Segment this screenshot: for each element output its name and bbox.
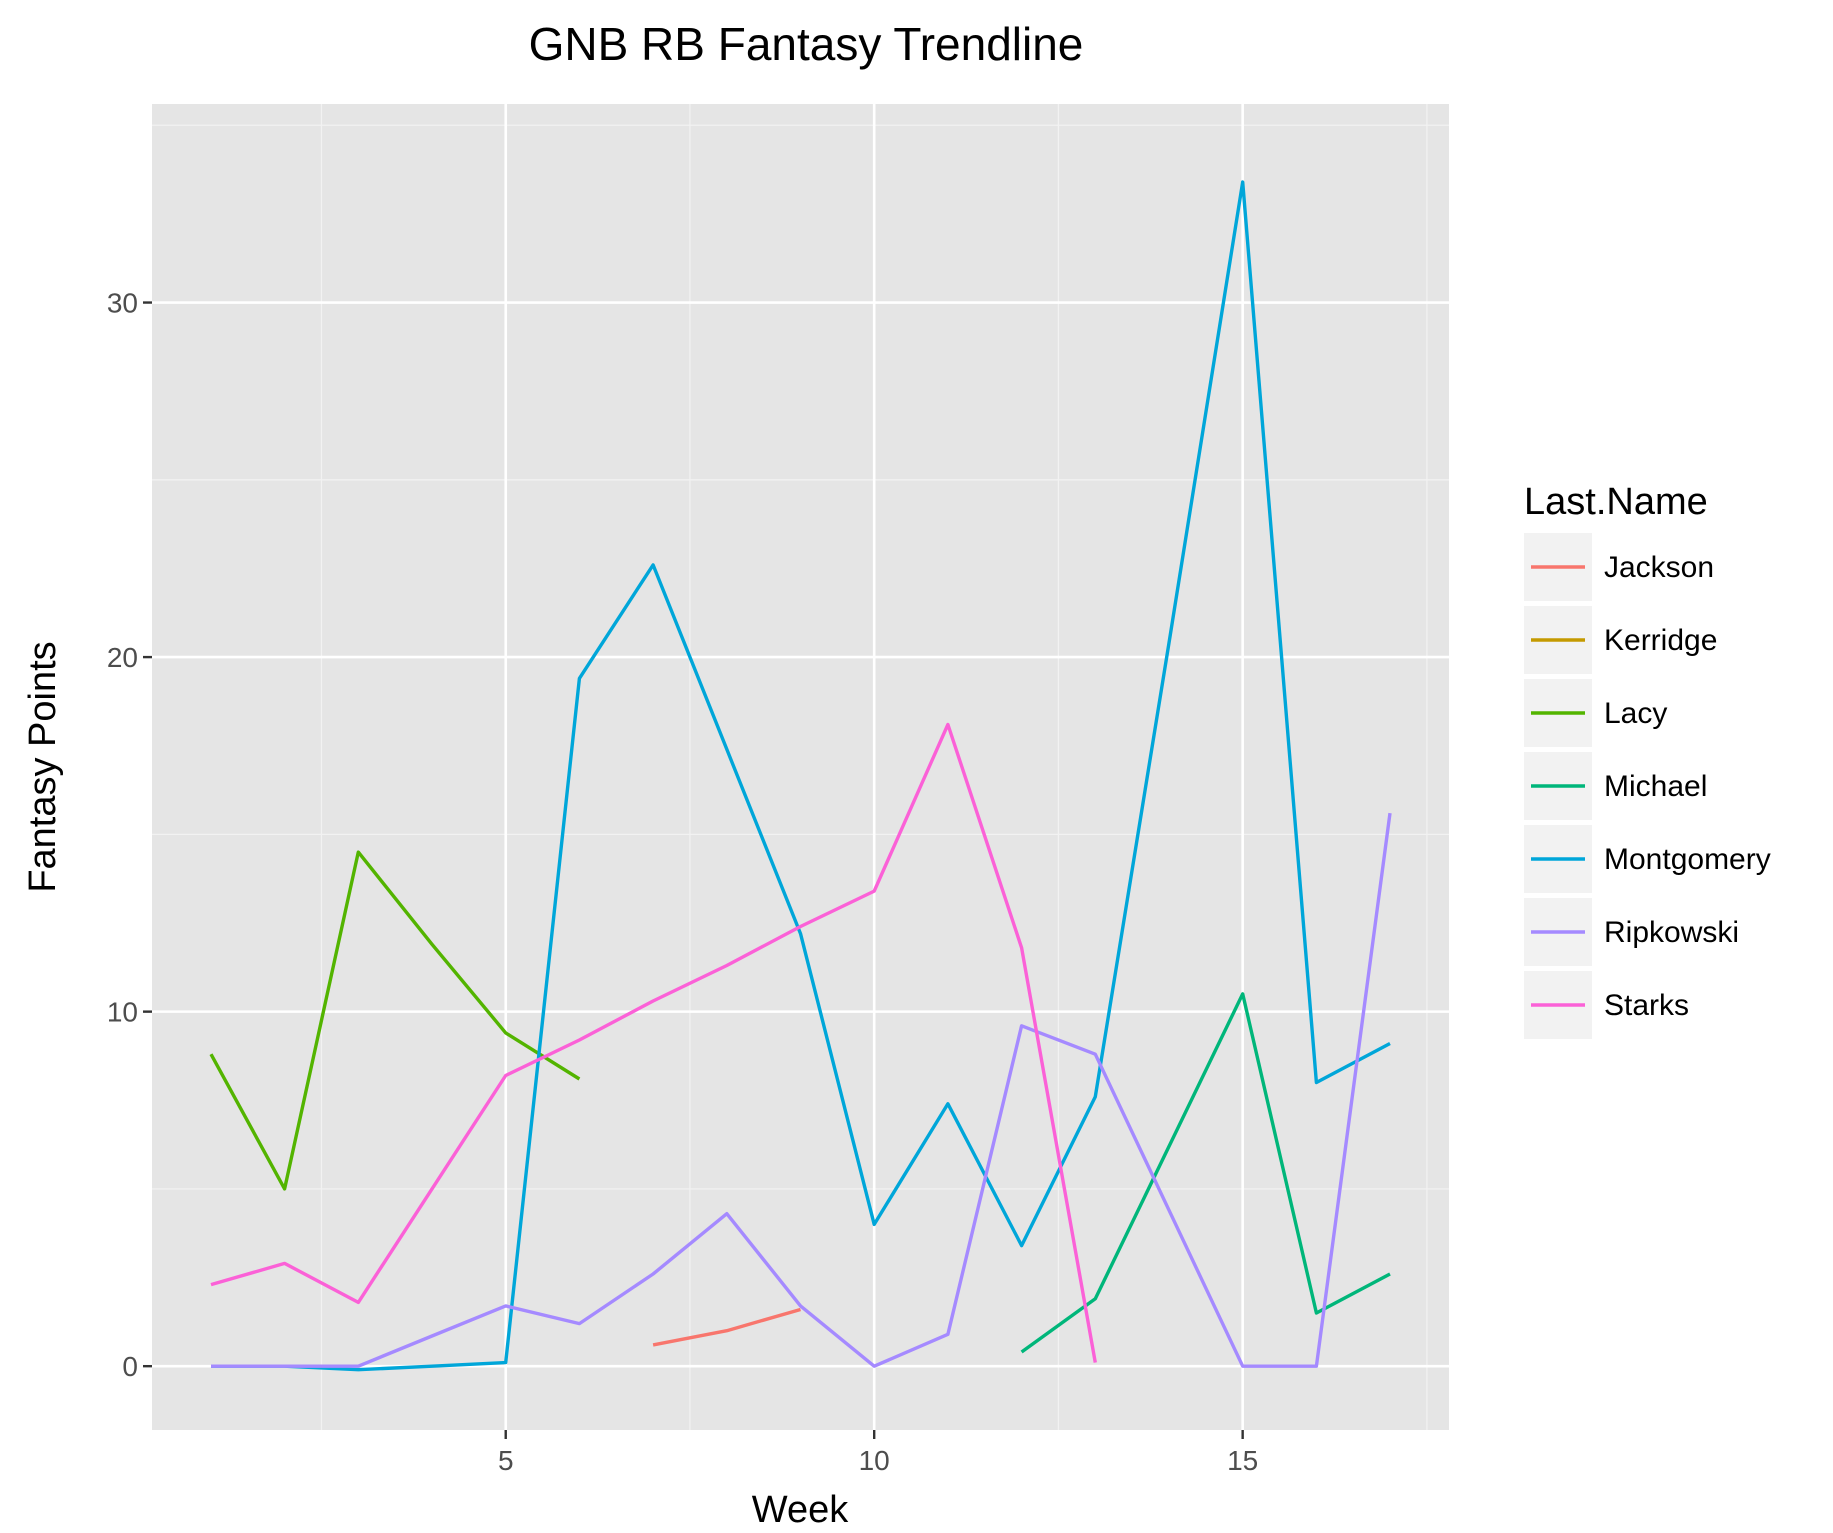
y-tick-label-20: 20 (107, 642, 138, 673)
series-line-michael (1020, 992, 1391, 1354)
legend-item-jackson: Jackson (1524, 533, 1714, 601)
legend-label-kerridge: Kerridge (1604, 624, 1717, 657)
x-tick-label-10: 10 (859, 1445, 890, 1476)
y-tick-label-10: 10 (107, 997, 138, 1028)
legend-title: Last.Name (1524, 481, 1708, 523)
series-line-jackson (652, 1307, 801, 1347)
legend-label-ripkowski: Ripkowski (1604, 916, 1739, 949)
legend-item-lacy: Lacy (1524, 679, 1667, 747)
legend-items: Jackson Kerridge Lacy Michael Montgomery Ripk… (1524, 533, 1771, 1039)
legend-label-montgomery: Montgomery (1604, 843, 1771, 876)
x-axis-title: Week (752, 1489, 849, 1531)
chart-title: GNB RB Fantasy Trendline (529, 18, 1084, 70)
series-lines (209, 180, 1392, 1372)
legend-item-montgomery: Montgomery (1524, 825, 1771, 893)
legend-item-michael: Michael (1524, 752, 1707, 820)
minor-gridlines (152, 104, 1449, 1430)
x-axis-ticks: 5 10 15 (498, 1430, 1258, 1476)
x-tick-label-15: 15 (1227, 1445, 1258, 1476)
legend-label-michael: Michael (1604, 770, 1707, 803)
legend-item-ripkowski: Ripkowski (1524, 898, 1739, 966)
x-tick-label-5: 5 (498, 1445, 514, 1476)
y-tick-label-30: 30 (107, 288, 138, 319)
series-line-ripkowski (211, 812, 1392, 1368)
major-gridlines (152, 104, 1449, 1430)
legend-item-starks: Starks (1524, 971, 1689, 1039)
series-line-lacy (209, 850, 581, 1191)
legend-label-starks: Starks (1604, 989, 1689, 1022)
plot-panel (152, 104, 1449, 1430)
legend: Last.Name Jackson Kerridge Lacy Michael Mont… (1524, 481, 1771, 1039)
legend-item-kerridge: Kerridge (1524, 606, 1717, 674)
legend-label-jackson: Jackson (1604, 551, 1714, 584)
y-axis-title: Fantasy Points (22, 641, 64, 892)
y-axis-ticks: 0 10 20 30 (107, 288, 152, 1382)
y-tick-label-0: 0 (122, 1351, 138, 1382)
series-line-montgomery (211, 180, 1391, 1372)
legend-label-lacy: Lacy (1604, 697, 1667, 730)
series-line-starks (210, 722, 1097, 1363)
